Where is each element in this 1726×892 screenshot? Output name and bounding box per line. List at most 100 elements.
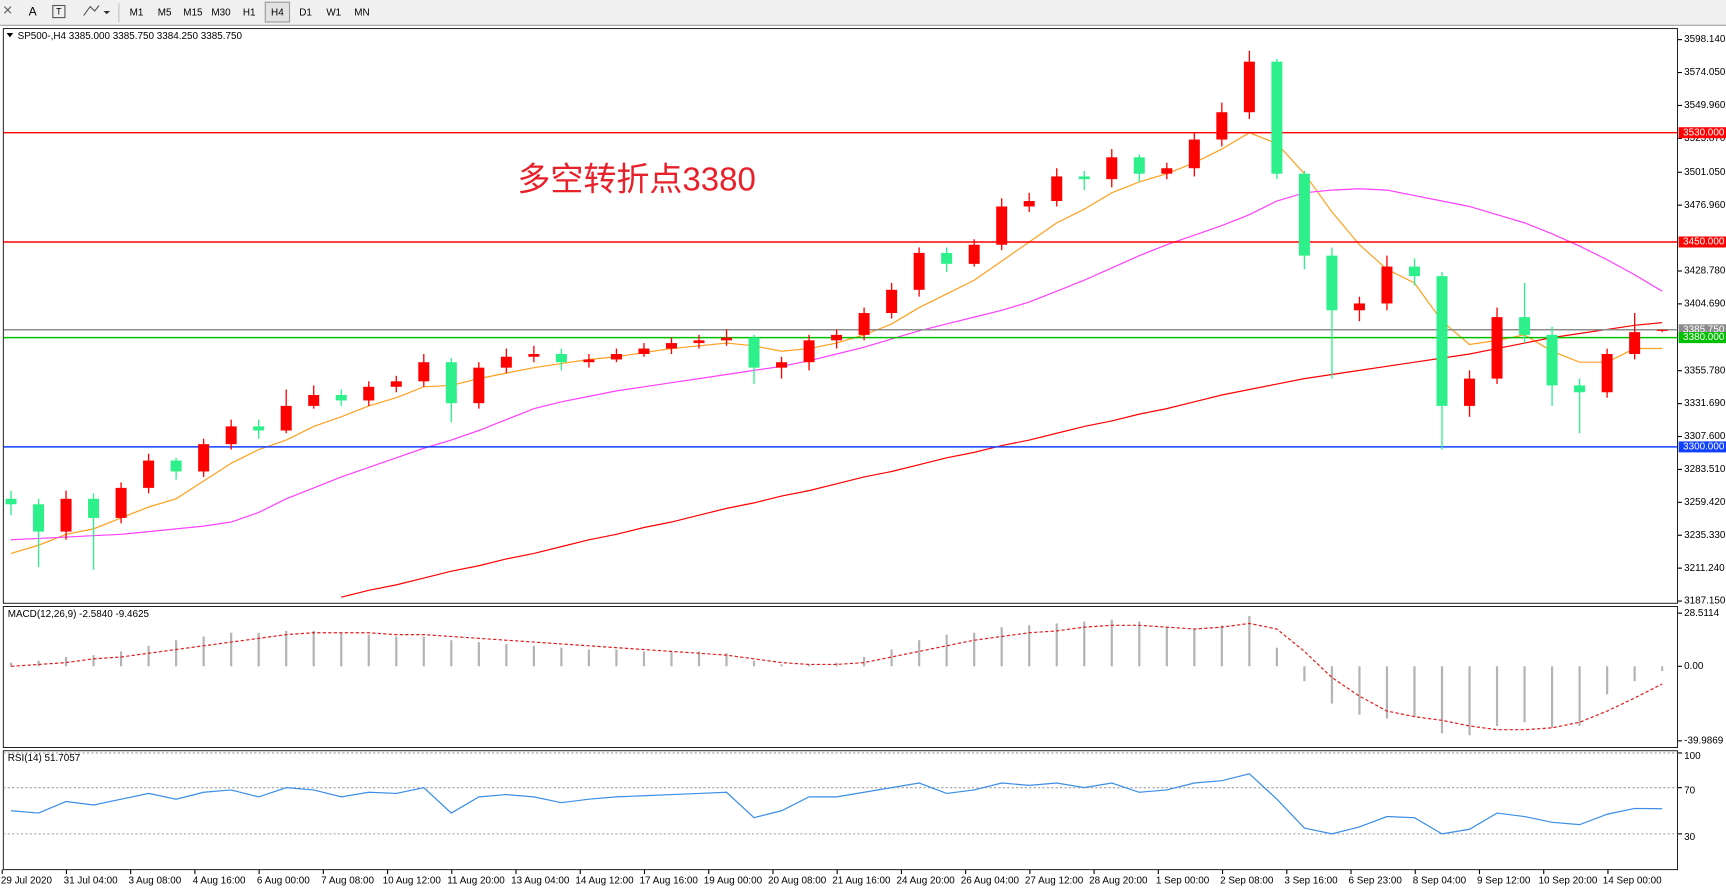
macd-bar (367, 634, 370, 667)
macd-bar (1028, 625, 1031, 667)
macd-bar (147, 645, 150, 667)
macd-bar (340, 632, 343, 667)
x-tick-label: 8 Sep 04:00 (1413, 875, 1467, 886)
candle-body (1491, 317, 1503, 379)
timeframe-button[interactable]: M1 (130, 7, 144, 18)
level-tag-label: 3450.000 (1683, 237, 1725, 248)
timeframe-button[interactable]: W1 (326, 7, 341, 18)
dropdown-arrow[interactable] (103, 11, 111, 15)
rsi-panel (2, 750, 1679, 871)
macd-bar (1083, 621, 1086, 667)
y-tick-label: 100 (1684, 751, 1701, 762)
label-tool-icon[interactable] (52, 4, 66, 19)
candle-body (1408, 266, 1420, 277)
toolbar (0, 0, 1726, 26)
timeframe-button[interactable]: M30 (211, 7, 231, 18)
candle-body (665, 343, 677, 349)
candle-body (721, 337, 733, 341)
y-tick-label: 3307.600 (1684, 431, 1726, 442)
macd-bar (863, 656, 866, 667)
timeframe-button[interactable]: H1 (243, 7, 256, 18)
macd-signal (10, 622, 1663, 731)
macd-bar (1248, 615, 1251, 667)
candle-body (143, 460, 155, 488)
macd-bar (1578, 666, 1581, 726)
macd-bar (395, 636, 398, 667)
level-tag (1678, 332, 1726, 344)
shapes-tool-icon[interactable] (83, 5, 100, 16)
candle-body (1243, 61, 1255, 113)
macd-bar (422, 636, 425, 667)
macd-bar (1303, 666, 1306, 682)
symbol-menu-arrow[interactable] (6, 33, 14, 38)
x-tick-label: 31 Jul 04:00 (64, 875, 118, 886)
x-tick-label: 4 Aug 16:00 (193, 875, 246, 886)
timeframe-button[interactable]: M5 (158, 7, 172, 18)
candle-body (1656, 329, 1668, 331)
macd-bar (780, 664, 783, 667)
macd-bar (1330, 666, 1334, 704)
macd-bar (257, 632, 260, 667)
candle-body (610, 354, 622, 360)
x-tick-label: 3 Aug 08:00 (128, 875, 181, 886)
candle-body (583, 359, 595, 363)
candle-body (1574, 385, 1586, 393)
macd-bar (9, 662, 13, 667)
macd-bar (973, 632, 976, 667)
candle-body (5, 498, 17, 505)
macd-bar (918, 640, 921, 667)
x-tick-label: 7 Aug 08:00 (321, 875, 374, 886)
y-tick-label: 70 (1684, 786, 1696, 797)
y-tick-label: 3331.690 (1684, 398, 1726, 409)
y-tick-label: 3355.780 (1684, 365, 1726, 376)
candle-body (1298, 173, 1310, 256)
timeframe-button[interactable]: MN (354, 7, 369, 18)
main-panel (2, 28, 1679, 604)
macd-bar (1275, 647, 1278, 667)
macd-bar (1550, 666, 1554, 728)
candle-body (1353, 303, 1365, 311)
x-tick-label: 10 Aug 12:00 (383, 875, 442, 886)
macd-bar (615, 649, 618, 667)
timeframe-button[interactable]: H4 (271, 7, 284, 18)
x-tick-label: 1 Sep 00:00 (1156, 875, 1210, 886)
candle-body (941, 252, 953, 264)
x-tick-label: 2 Sep 08:00 (1220, 875, 1274, 886)
timeframe-button[interactable]: D1 (299, 7, 312, 18)
x-tick-label: 28 Aug 20:00 (1089, 875, 1148, 886)
candle-body (170, 460, 182, 472)
y-tick-label: 3259.420 (1684, 497, 1726, 508)
rsi-plot (3, 752, 1678, 835)
candle-body (996, 206, 1008, 245)
macd-bar (532, 645, 535, 667)
drawing-tools[interactable]: A T (4, 3, 120, 23)
main-plot (3, 50, 1678, 598)
candle-body (115, 487, 127, 518)
y-tick-label: 3404.690 (1684, 298, 1726, 309)
y-tick-label: 3549.960 (1684, 100, 1726, 111)
macd-bar (1220, 625, 1223, 667)
y-tick-label: 3476.960 (1684, 200, 1726, 211)
y-tick-label: 3235.330 (1684, 530, 1726, 541)
macd-bar (505, 643, 508, 667)
x-tick-label: 19 Aug 00:00 (704, 875, 763, 886)
y-tick-label: 3598.140 (1684, 34, 1726, 45)
macd-bar (725, 653, 728, 667)
chart-header: SP500-,H4 3385.000 3385.750 3384.250 338… (18, 31, 243, 42)
timeframe-button-active[interactable] (264, 1, 291, 23)
x-tick-label: 20 Aug 08:00 (768, 875, 827, 886)
x-tick-label: 6 Sep 23:00 (1349, 875, 1403, 886)
crosshair-icon[interactable] (4, 6, 12, 14)
macd-bar (1165, 627, 1168, 667)
timeframe-button[interactable]: M15 (183, 7, 203, 18)
level-tag-label: 3530.000 (1683, 127, 1725, 138)
candle-body (1601, 354, 1613, 393)
macd-bar (670, 651, 673, 667)
candle-body (418, 362, 430, 382)
level-tag-label: 3300.000 (1683, 442, 1725, 453)
x-tick-label: 14 Sep 00:00 (1603, 875, 1662, 886)
text-tool-icon[interactable]: A (29, 4, 38, 18)
macd-bar (642, 651, 646, 667)
candle-body (88, 498, 100, 518)
